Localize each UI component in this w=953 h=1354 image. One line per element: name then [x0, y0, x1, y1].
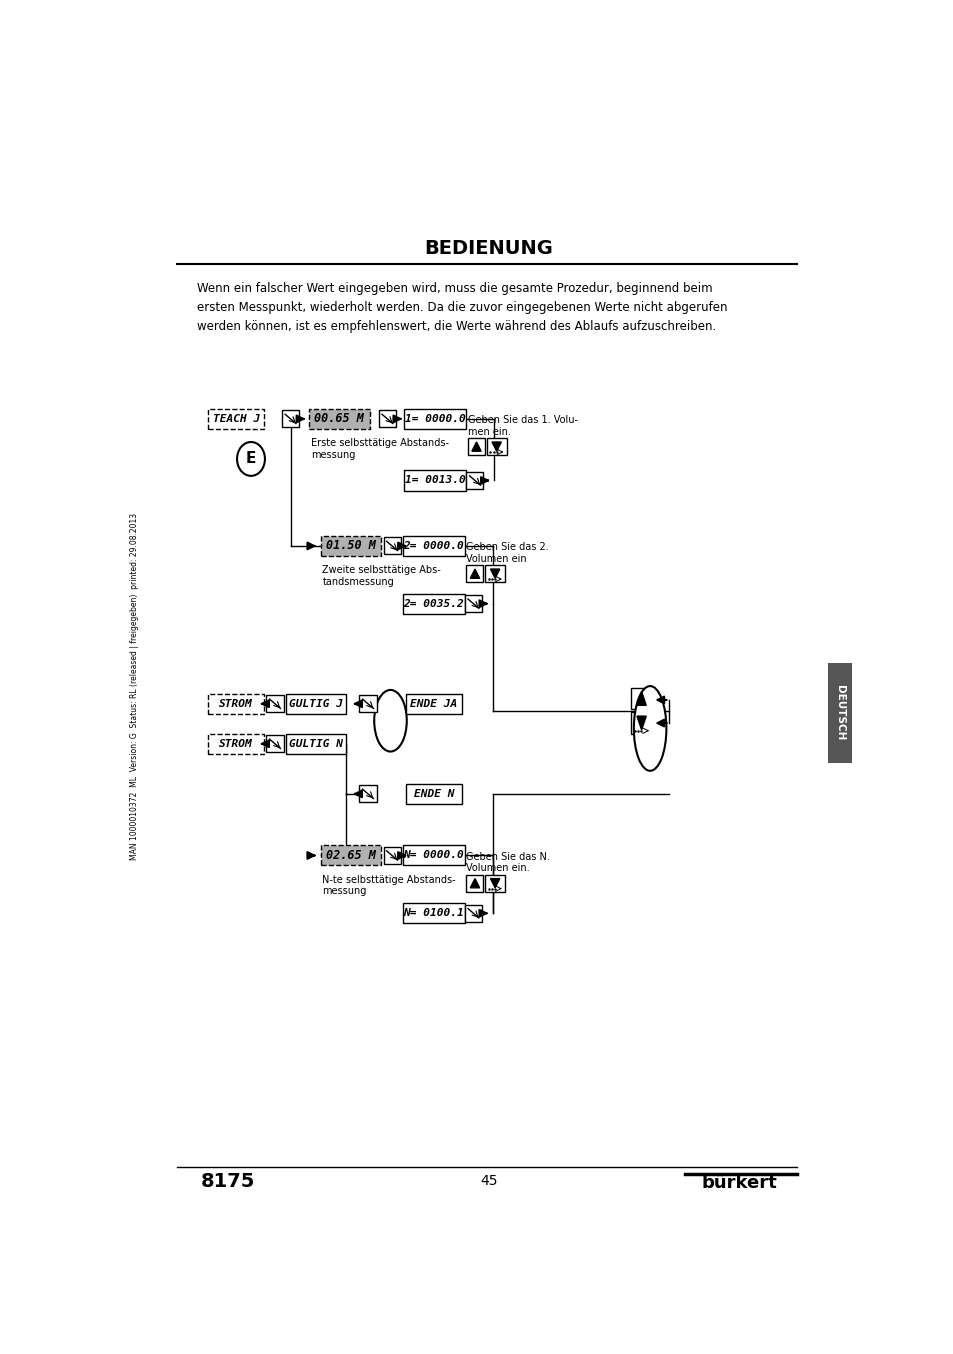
Bar: [383, 848, 400, 864]
Text: Zweite selbsttätige Abs-
tandsmessung: Zweite selbsttätige Abs- tandsmessung: [322, 565, 440, 586]
Bar: [320, 536, 381, 556]
Text: Geben Sie das 1. Volu-
men ein.: Geben Sie das 1. Volu- men ein.: [468, 416, 578, 436]
Bar: [406, 784, 461, 804]
Bar: [359, 785, 376, 803]
Text: 1= 0013.0: 1= 0013.0: [405, 475, 465, 486]
Bar: [320, 845, 381, 865]
Bar: [630, 712, 652, 734]
Bar: [266, 696, 283, 712]
Text: DEUTSCH: DEUTSCH: [834, 685, 844, 741]
Polygon shape: [490, 879, 499, 888]
Bar: [466, 473, 483, 489]
Text: E: E: [246, 451, 256, 466]
Text: Wenn ein falscher Wert eingegeben wird, muss die gesamte Prozedur, beginnend bei: Wenn ein falscher Wert eingegeben wird, …: [196, 282, 726, 333]
Bar: [486, 439, 506, 455]
Text: 00.65 M: 00.65 M: [314, 413, 364, 425]
Bar: [282, 410, 298, 428]
Polygon shape: [492, 441, 500, 451]
Bar: [359, 696, 376, 712]
Bar: [406, 693, 461, 714]
Text: Geben Sie das 2.
Volumen ein: Geben Sie das 2. Volumen ein: [466, 542, 549, 563]
Text: N= 0000.0: N= 0000.0: [403, 850, 464, 861]
Bar: [402, 903, 464, 923]
Text: GULTIG N: GULTIG N: [289, 739, 343, 749]
Text: bürkert: bürkert: [700, 1174, 777, 1193]
Polygon shape: [472, 441, 480, 451]
Text: STROM: STROM: [219, 739, 253, 749]
Bar: [630, 688, 652, 709]
Bar: [286, 734, 346, 754]
Polygon shape: [470, 879, 479, 888]
Text: 2= 0035.2: 2= 0035.2: [403, 598, 464, 609]
Bar: [266, 735, 283, 753]
Bar: [208, 693, 264, 714]
Bar: [468, 439, 484, 455]
Bar: [402, 536, 464, 556]
Bar: [484, 565, 505, 582]
Text: 02.65 M: 02.65 M: [326, 849, 375, 862]
Text: Geben Sie das N.
Volumen ein.: Geben Sie das N. Volumen ein.: [466, 852, 550, 873]
Bar: [309, 409, 369, 429]
Text: N= 0100.1: N= 0100.1: [403, 909, 464, 918]
Text: 8175: 8175: [200, 1171, 254, 1190]
Text: BEDIENUNG: BEDIENUNG: [424, 240, 553, 259]
Bar: [466, 565, 483, 582]
Bar: [402, 845, 464, 865]
Text: ENDE N: ENDE N: [414, 789, 454, 799]
Bar: [208, 409, 264, 429]
Polygon shape: [637, 692, 645, 705]
Text: TEACH J: TEACH J: [213, 414, 259, 424]
Bar: [464, 596, 481, 612]
Text: ENDE JA: ENDE JA: [410, 699, 457, 708]
Text: MAN 1000010372  ML  Version: G  Status: RL (released | freigegeben)  printed: 29: MAN 1000010372 ML Version: G Status: RL …: [131, 513, 139, 860]
Bar: [404, 409, 466, 429]
Polygon shape: [637, 716, 645, 730]
Text: 1= 0000.0: 1= 0000.0: [405, 414, 465, 424]
Bar: [383, 538, 400, 554]
Ellipse shape: [374, 691, 406, 751]
Text: 2= 0000.0: 2= 0000.0: [403, 542, 464, 551]
Bar: [286, 693, 346, 714]
Bar: [464, 904, 481, 922]
Polygon shape: [470, 569, 479, 578]
Text: 45: 45: [479, 1174, 497, 1189]
Bar: [827, 663, 851, 764]
Text: Erste selbsttätige Abstands-
messung: Erste selbsttätige Abstands- messung: [311, 439, 448, 460]
Bar: [378, 410, 395, 428]
Ellipse shape: [236, 441, 265, 475]
Text: STROM: STROM: [219, 699, 253, 708]
Text: 01.50 M: 01.50 M: [326, 539, 375, 552]
Bar: [402, 593, 464, 613]
Text: N-te selbsttätige Abstands-
messung: N-te selbsttätige Abstands- messung: [322, 875, 456, 896]
Polygon shape: [490, 569, 499, 578]
Bar: [208, 734, 264, 754]
Bar: [404, 470, 466, 490]
Ellipse shape: [633, 686, 666, 770]
Text: GULTIG J: GULTIG J: [289, 699, 343, 708]
Bar: [466, 875, 483, 892]
Bar: [484, 875, 505, 892]
